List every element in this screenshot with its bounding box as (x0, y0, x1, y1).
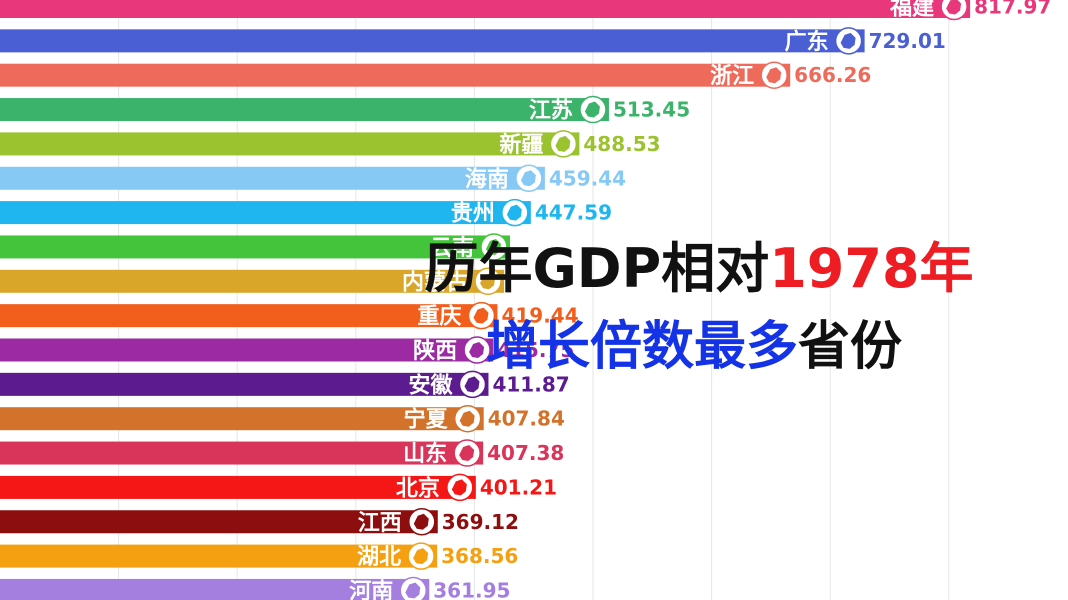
bar-row: 云南 (0, 233, 510, 261)
category-label: 陕西 (413, 339, 457, 364)
category-label: 新疆 (499, 132, 543, 158)
province-shape-icon (555, 135, 571, 152)
value-label: 729.01 (869, 29, 946, 53)
province-shape-icon (584, 101, 600, 118)
bar (0, 510, 438, 534)
category-label: 江西 (358, 511, 402, 536)
bar (0, 338, 494, 362)
bar-row: 贵州 447.59 (0, 198, 612, 227)
bar-row: 新疆 488.53 (0, 130, 661, 158)
bar (0, 578, 430, 600)
category-label: 江苏 (529, 98, 573, 124)
bar-row: 陕西 415.75 (0, 336, 574, 364)
category-label: 贵州 (451, 202, 495, 227)
category-label: 内蒙古 (402, 269, 468, 295)
title-line2-part-b: 省份 (798, 317, 903, 377)
value-label: 361.95 (433, 578, 510, 600)
province-shape-icon (464, 376, 480, 393)
bar-row: 海南 459.44 (0, 164, 626, 192)
bar-row: 江苏 513.45 (0, 95, 690, 124)
title-line2-part-a: 增长倍数最多 (485, 317, 798, 377)
category-label: 北京 (396, 475, 440, 501)
bar-row: 江西 369.12 (0, 508, 519, 536)
category-label: 云南 (430, 236, 474, 261)
category-label: 山东 (403, 441, 447, 467)
category-label: 广东 (785, 29, 829, 55)
value-label: 488.53 (583, 132, 660, 156)
bar-row: 重庆 419.44 (0, 301, 579, 330)
bar-row: 浙江 666.26 (0, 61, 871, 89)
bar (0, 98, 609, 122)
value-label: 411.87 (492, 372, 569, 396)
category-label: 浙江 (710, 64, 754, 89)
bar (0, 544, 438, 568)
bar (0, 235, 510, 259)
bar-row: 宁夏 407.84 (0, 404, 565, 433)
category-label: 宁夏 (404, 407, 449, 433)
province-shape-icon (946, 0, 962, 15)
province-shape-icon (473, 307, 489, 324)
bar (0, 475, 476, 499)
bar (0, 304, 498, 328)
title-line1-part-b: 1978年 (769, 237, 974, 300)
bar (0, 441, 484, 465)
bar (0, 0, 971, 18)
province-shape-icon (840, 32, 856, 49)
category-label: 河南 (349, 579, 393, 600)
value-label: 447.59 (535, 201, 612, 225)
chart-title-line2: 增长倍数最多省份 (160, 304, 1068, 379)
bar (0, 269, 505, 293)
bar (0, 372, 489, 396)
value-label: 368.56 (441, 544, 518, 568)
value-label: 513.45 (613, 98, 690, 122)
category-label: 海南 (465, 166, 509, 192)
title-line1-part-a: 历年GDP相对 (424, 237, 770, 300)
bar-row: 内蒙古 (0, 267, 505, 295)
category-label: 湖北 (357, 545, 401, 570)
province-shape-icon (459, 410, 475, 427)
bar (0, 63, 791, 87)
bar (0, 29, 865, 53)
province-shape-icon (469, 342, 485, 358)
province-shape-icon (766, 67, 782, 84)
bar-row: 安徽 411.87 (0, 370, 570, 398)
province-shape-icon (451, 479, 467, 496)
bar-row: 河南 361.95 (0, 576, 510, 600)
bar-row: 山东 407.38 (0, 439, 564, 467)
bar (0, 201, 531, 225)
value-label: 369.12 (442, 510, 519, 534)
value-label: 407.84 (488, 407, 565, 431)
chart-title-line1: 历年GDP相对1978年 (165, 224, 1068, 303)
province-shape-icon (485, 238, 501, 255)
value-label: 407.38 (487, 441, 564, 465)
value-label: 666.26 (794, 63, 871, 87)
province-shape-icon (480, 273, 496, 290)
value-label: 401.21 (480, 475, 557, 499)
value-label: 817.97 (974, 0, 1051, 19)
bar (0, 132, 580, 156)
value-label: 419.44 (501, 304, 578, 328)
value-label: 415.75 (497, 338, 574, 362)
category-label: 福建 (889, 0, 934, 21)
province-shape-icon (506, 204, 522, 221)
province-shape-icon (520, 170, 536, 187)
province-shape-icon (413, 548, 429, 565)
bar-row: 福建 817.97 (0, 0, 1051, 21)
province-shape-icon (413, 513, 429, 530)
bar-row: 广东 729.01 (0, 27, 946, 55)
province-shape-icon (459, 445, 475, 462)
province-shape-icon (405, 582, 421, 599)
bar (0, 166, 545, 190)
bar-row: 北京 401.21 (0, 473, 557, 501)
value-label: 459.44 (549, 166, 626, 190)
bar-row: 湖北 368.56 (0, 542, 518, 570)
category-label: 重庆 (417, 304, 461, 330)
bar (0, 407, 484, 431)
category-label: 安徽 (408, 372, 453, 398)
